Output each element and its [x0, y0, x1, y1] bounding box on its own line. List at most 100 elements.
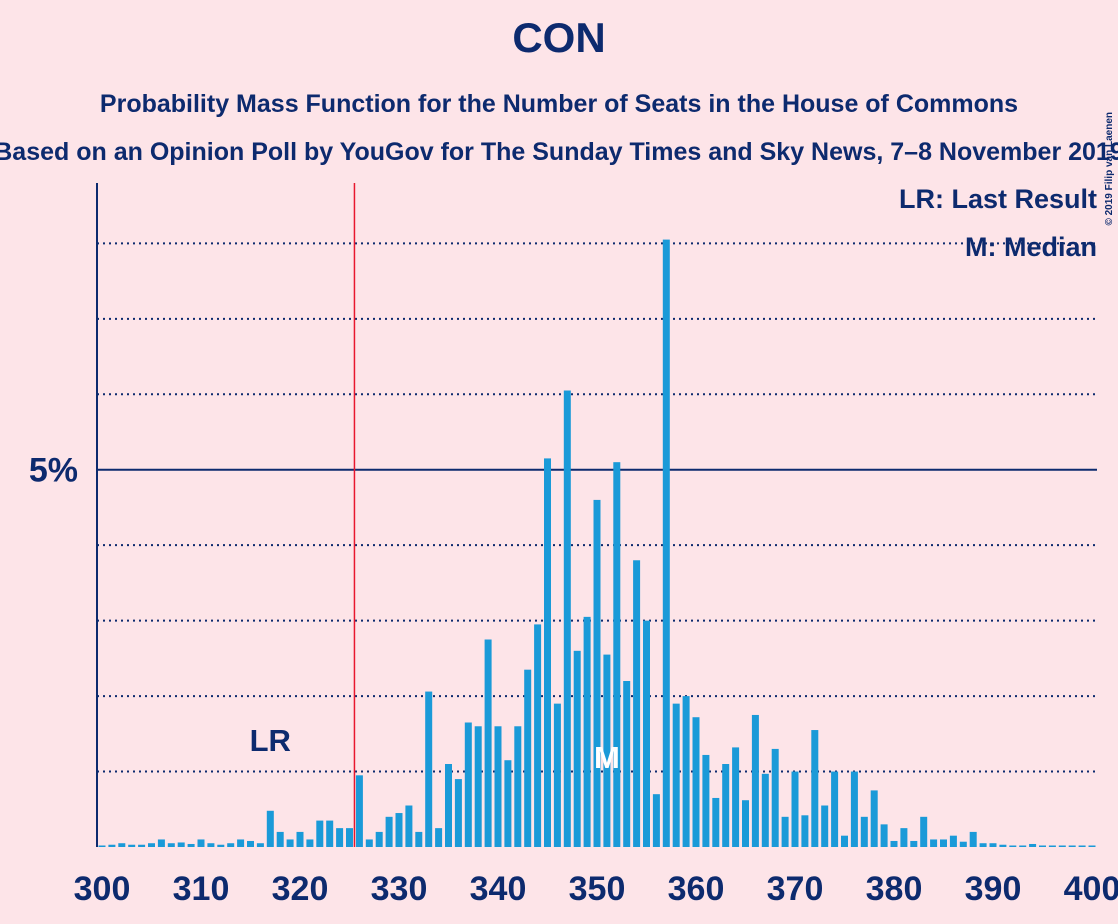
bar [187, 843, 195, 847]
bar [504, 760, 512, 847]
bar [742, 800, 749, 847]
bar [692, 717, 700, 847]
bar [623, 681, 631, 847]
x-tick-label: 340 [470, 870, 527, 908]
bar [316, 820, 324, 847]
bar [266, 810, 274, 847]
bar [346, 828, 353, 847]
bar [722, 764, 730, 847]
bar [1019, 845, 1027, 847]
bar [227, 843, 235, 847]
copyright: © 2019 Filip van Laenen [1104, 112, 1115, 226]
bar [801, 815, 809, 847]
bar [415, 831, 423, 847]
x-tick-label: 350 [569, 870, 626, 908]
bar [464, 722, 472, 847]
chart-title: CON [512, 14, 605, 61]
bar [177, 842, 185, 847]
bar [148, 843, 155, 847]
bar [405, 805, 413, 847]
bar [534, 624, 542, 847]
bar [841, 835, 848, 847]
subtitle: Probability Mass Function for the Number… [100, 90, 1018, 118]
bar [445, 764, 452, 847]
x-tick-label: 330 [371, 870, 428, 908]
bar [247, 840, 254, 847]
subtitle: Based on an Opinion Poll by YouGov for T… [0, 138, 1118, 166]
bar [256, 843, 264, 847]
bar [940, 839, 947, 847]
bar [336, 828, 344, 847]
bar [989, 843, 997, 847]
bar [969, 831, 977, 847]
bar [474, 726, 482, 847]
bar [128, 844, 136, 847]
bar [484, 639, 492, 847]
bar [850, 771, 858, 847]
bar [1039, 845, 1046, 847]
bar [454, 779, 462, 847]
y-tick-label: 5% [29, 452, 78, 490]
legend-entry: M: Median [965, 232, 1097, 262]
bar [514, 726, 522, 847]
bar [197, 839, 205, 847]
bar [1058, 845, 1066, 847]
bar [1009, 845, 1017, 847]
bar [652, 794, 660, 847]
bar [751, 714, 759, 847]
bar [682, 696, 690, 847]
x-tick-label: 310 [173, 870, 230, 908]
bar [890, 840, 898, 847]
bar [544, 458, 551, 847]
last-result-label: LR [250, 723, 291, 758]
bar [395, 813, 403, 847]
bar [712, 797, 720, 847]
bar [613, 462, 621, 847]
bar [138, 844, 146, 847]
bar [563, 390, 571, 847]
bar [831, 771, 839, 847]
bar [207, 843, 215, 847]
bar [435, 828, 443, 847]
bar [949, 835, 957, 847]
bar [771, 748, 779, 847]
bar [603, 654, 611, 847]
bar [781, 816, 789, 847]
bar [553, 703, 561, 847]
bar [237, 839, 245, 847]
x-tick-label: 370 [767, 870, 824, 908]
bar [900, 828, 908, 847]
bar [296, 831, 304, 847]
x-tick-label: 360 [668, 870, 725, 908]
bar [860, 816, 868, 847]
bar [118, 843, 126, 847]
bar [573, 650, 581, 847]
bar [1078, 845, 1086, 847]
bar [1068, 845, 1076, 847]
bar [702, 754, 710, 847]
median-label: M [594, 740, 620, 775]
bar [672, 703, 680, 847]
bar [583, 616, 591, 847]
bar [870, 790, 878, 847]
bar [920, 816, 928, 847]
bar [910, 840, 918, 847]
bar [157, 839, 165, 847]
bar [276, 831, 284, 847]
bar [306, 839, 314, 847]
bar [108, 844, 116, 847]
bar [979, 843, 987, 847]
bar [791, 771, 799, 847]
bar [98, 845, 106, 847]
bar [217, 844, 225, 847]
bar [880, 824, 888, 847]
bar [365, 839, 373, 847]
bar [1048, 845, 1056, 847]
bar [425, 691, 433, 847]
bar [1088, 845, 1096, 847]
bar [385, 816, 393, 847]
bar [633, 560, 641, 847]
x-tick-label: 390 [965, 870, 1022, 908]
bar [643, 620, 650, 847]
